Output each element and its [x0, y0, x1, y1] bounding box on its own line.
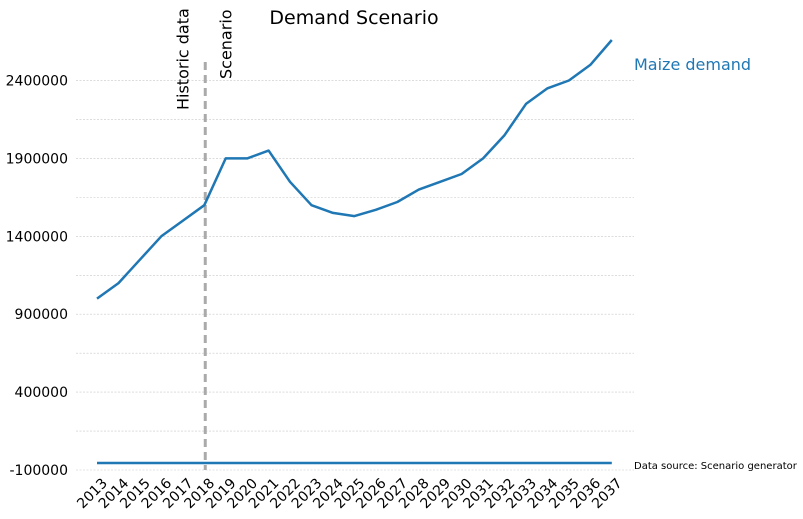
y-tick-label: 1400000: [6, 229, 68, 245]
chart-title: Demand Scenario: [269, 7, 438, 29]
maize-demand-line: [96, 39, 613, 300]
historic-data-label: Historic data: [173, 8, 192, 110]
series-label-maize-demand: Maize demand: [634, 55, 751, 74]
y-tick-label: 400000: [15, 385, 68, 401]
y-tick-labels: -100000 400000 900000 1400000 1900000 2400000: [6, 74, 68, 479]
data-source-note: Data source: Scenario generator: [634, 461, 798, 472]
y-tick-label: -100000: [10, 463, 69, 479]
grid-lines: [76, 80, 634, 471]
scenario-label: Scenario: [216, 9, 235, 79]
y-tick-label: 1900000: [6, 151, 68, 167]
y-tick-label: 2400000: [6, 74, 68, 90]
y-tick-label: 900000: [15, 307, 68, 323]
x-tick-labels: 2013201420152016201720182019202020212022…: [74, 475, 625, 512]
